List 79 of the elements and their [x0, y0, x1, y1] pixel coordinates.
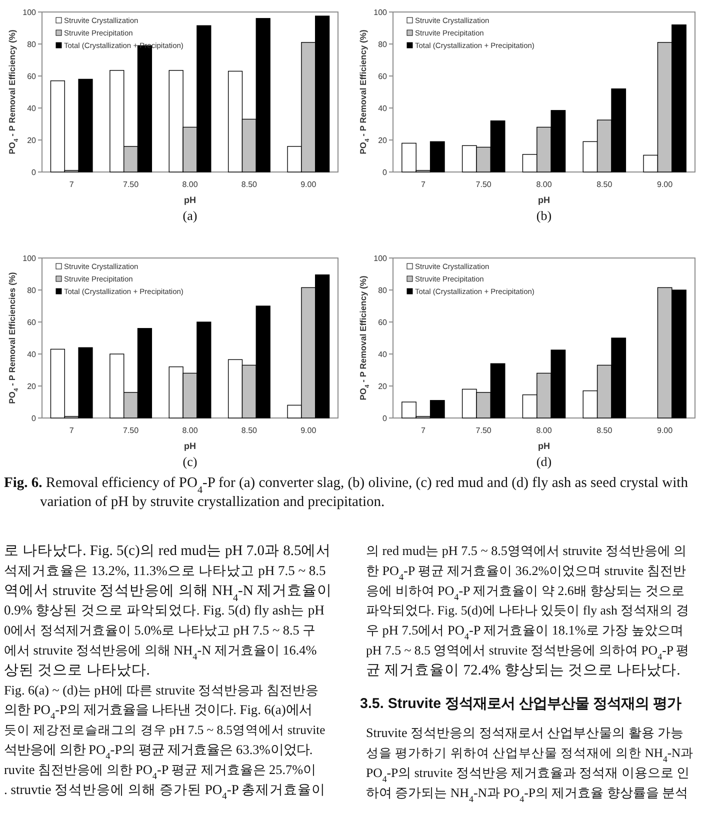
y-tick-label: 20	[378, 136, 388, 145]
x-tick-label: 8.50	[241, 180, 258, 189]
text: (a)	[182, 208, 198, 223]
y-tick-label: 40	[27, 350, 37, 359]
y-tick-label: 40	[27, 104, 37, 113]
y-tick-label: 20	[27, 136, 37, 145]
y-tick-label: 80	[378, 286, 388, 295]
text: 석반응에 의한 PO$_{4}$-P의 평균 제거효율은 63.3%이었다.	[4, 742, 313, 762]
text: Struvite 정석반응의 정석재로서 산업부산물의 활용 가능	[366, 725, 684, 740]
x-tick-label: 7	[420, 180, 426, 189]
y-tick-label: 80	[378, 40, 388, 49]
text: pH 7.5 ~ 8.5 영역에서 struvite 정석반응에 의하여 PO$_{4}$-P 평	[366, 644, 690, 662]
text: Fig. 6. Removal efficiency of PO$_{4}$-P for (a) converter slag, (b) olivine, (c) red mud and (d) fly ash as seed crystal with	[4, 475, 689, 496]
x-tick-label: 8.50	[596, 180, 613, 189]
x-axis-title: pH	[184, 441, 196, 451]
y-tick-label: 100	[374, 254, 388, 263]
text: (b)	[536, 208, 552, 223]
y-tick-label: 40	[378, 104, 388, 113]
y-tick-label: 60	[378, 72, 388, 81]
y-tick-label: 100	[22, 8, 37, 17]
text: 우 pH 7.5에서 PO$_{4}$-P 제거효율이 18.1%로 가장 높았으며	[366, 622, 684, 642]
x-tick-label: 7.50	[476, 426, 492, 435]
text: 파악되었다. Fig. 5(d)에 나타나 있듯이 fly ash 정석재의 경	[366, 604, 689, 618]
y-tick-label: 60	[27, 72, 37, 81]
y-tick-label: 80	[27, 40, 37, 49]
x-tick-label: 7.50	[476, 180, 492, 189]
text: 응에 비하여 PO$_{4}$-P 제거효율이 약 2.6배 향상되는 것으로	[366, 582, 684, 602]
x-tick-label: 8.00	[182, 180, 198, 189]
text: 로 나타났다. Fig. 5(c)의 red mud는 pH 7.0과 8.5에서	[4, 543, 332, 559]
x-axis-title: pH	[538, 195, 550, 205]
text: 균 제거효율이 72.4% 향상되는 것으로 나타났다.	[366, 662, 680, 678]
text: (c)	[182, 454, 198, 469]
x-tick-label: 7.50	[123, 426, 140, 435]
text: 0.9% 향상된 것으로 파악되었다. Fig. 5(d) fly ash는 pH	[4, 602, 325, 618]
text: 성을 평가하기 위하여 산업부산물 정석재에 의한 NH$_{4}$-N과	[366, 746, 694, 764]
text: PO$_{4}$-P의 struvite 정석반응 제거효율과 정석재 이용으로 인	[366, 766, 690, 784]
text: 0에서 정석제거효율이 5.0%로 나타났고 pH 7.5 ~ 8.5 구	[4, 622, 316, 638]
x-tick-label: 9.00	[657, 180, 674, 189]
y-tick-label: 20	[27, 382, 37, 391]
y-tick-label: 80	[27, 286, 37, 295]
text: 3.5. Struvite 정석재로서 산업부산물 정석재의 평가	[360, 696, 681, 712]
text: 한 PO$_{4}$-P 평균 제거효율이 36.2%이었으며 struvite 침전반	[366, 562, 686, 582]
x-tick-label: 8.00	[182, 426, 198, 435]
text: 석제거효율은 13.2%, 11.3%으로 나타났고 pH 7.5 ~ 8.5	[4, 562, 326, 578]
x-tick-label: 7	[69, 426, 74, 435]
x-tick-label: 7	[420, 426, 426, 435]
y-tick-label: 100	[22, 254, 37, 263]
caption: Fig. 6(a) ~ (d)는 pH에 따른 struvite 정석반응과 침전반응	[4, 682, 318, 698]
x-axis-title: pH	[538, 441, 550, 451]
y-tick-label: 100	[374, 8, 388, 17]
x-tick-label: 9.00	[300, 180, 317, 189]
y-tick-label: 60	[27, 318, 37, 327]
y-tick-label: 60	[378, 318, 388, 327]
x-tick-label: 8.00	[536, 426, 552, 435]
text: variation of pH by struvite crystallization and precipitation.	[40, 494, 385, 510]
x-tick-label: 9.00	[657, 426, 674, 435]
x-tick-label: 9.00	[300, 426, 317, 435]
x-tick-label: 8.50	[241, 426, 258, 435]
text: (d)	[536, 454, 552, 469]
y-tick-label: 0	[382, 414, 388, 423]
text: 의 red mud는 pH 7.5 ~ 8.5영역에서 struvite 정석반응에 의	[366, 543, 687, 558]
text: 상된 것으로 나타났다.	[4, 662, 150, 678]
y-tick-label: 0	[32, 414, 37, 423]
y-tick-label: 0	[32, 168, 37, 177]
text: 듯이 제강전로슬래그의 경우 pH 7.5 ~ 8.5영역에서 struvite	[4, 723, 326, 738]
text: ruvite 침전반응에 의한 PO$_{4}$-P 평균 제거효율은 25.7%이	[4, 762, 316, 781]
text: 에서 struvite 정석반응에 의해 NH$_{4}$-N 제거효율이 16.4%	[4, 642, 317, 662]
y-tick-label: 0	[382, 168, 388, 177]
y-tick-label: 40	[378, 350, 388, 359]
x-tick-label: 7	[69, 180, 74, 189]
text: 하여 증가되는 NH$_{4}$-N과 PO$_{4}$-P의 제거효율 향상률을 분석	[366, 786, 688, 804]
text: 역에서 struvite 정석반응에 의해 NH$_{4}$-N 제거효율이	[4, 582, 332, 604]
x-tick-label: 8.00	[536, 180, 552, 189]
x-tick-label: 8.50	[596, 426, 613, 435]
y-tick-label: 20	[378, 382, 388, 391]
x-axis-title: pH	[184, 195, 196, 205]
text: . struvtie 정석반응에 의해 증가된 PO$_{4}$-P 총제거효율이	[4, 782, 326, 802]
x-tick-label: 7.50	[123, 180, 140, 189]
text: 의한 PO$_{4}$-P의 제거효율을 나타낸 것이다. Fig. 6(a)에서	[4, 702, 312, 722]
